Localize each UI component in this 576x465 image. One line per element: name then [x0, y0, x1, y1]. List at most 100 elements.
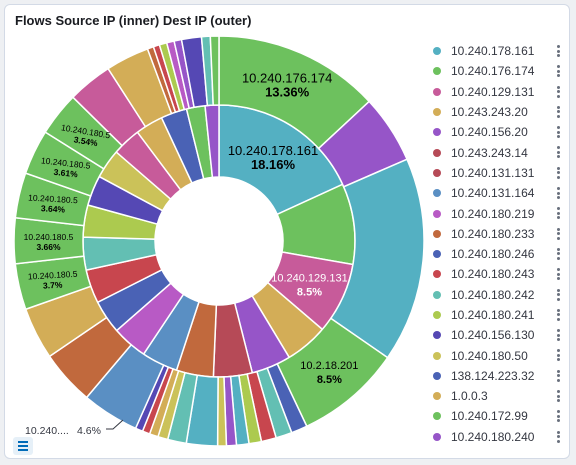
visualization-panel: Flows Source IP (inner) Dest IP (outer) …	[4, 4, 570, 459]
legend-label: 10.240.180.50	[451, 348, 528, 363]
outer-slice-pct: 3.64%	[41, 203, 66, 214]
legend-label: 10.240.180.246	[451, 247, 535, 262]
legend-actions-icon[interactable]	[556, 329, 560, 342]
legend-swatch	[433, 47, 441, 56]
outer-slice-label: 10.240.176.174	[242, 71, 332, 86]
legend-swatch	[433, 331, 441, 340]
outer-slice-pct: 3.66%	[36, 242, 61, 252]
outer-slice-label: 10.240.180.5	[24, 232, 74, 242]
legend-item[interactable]: 10.243.243.20	[430, 102, 569, 122]
legend-actions-icon[interactable]	[556, 105, 560, 118]
outer-slice-pct: 3.61%	[53, 167, 79, 180]
legend-actions-icon[interactable]	[556, 227, 560, 240]
legend-swatch	[433, 229, 441, 238]
inner-ring	[82, 104, 356, 378]
legend-item[interactable]: 10.240.176.174	[430, 61, 569, 81]
legend: 10.240.178.161 10.240.176.174 10.240.129.1…	[430, 41, 569, 447]
legend-actions-icon[interactable]	[556, 207, 560, 220]
legend-label: 10.243.243.14	[451, 145, 528, 160]
legend-label: 10.240.180.242	[451, 287, 535, 302]
legend-actions-icon[interactable]	[556, 430, 560, 443]
legend-item[interactable]: 10.240.172.99	[430, 406, 569, 426]
legend-actions-icon[interactable]	[556, 410, 560, 423]
legend-label: 10.240.178.161	[451, 44, 535, 59]
panel-title: Flows Source IP (inner) Dest IP (outer)	[15, 13, 252, 28]
legend-label: 10.240.156.20	[451, 125, 528, 140]
legend-swatch	[433, 128, 441, 137]
legend-swatch	[433, 108, 441, 117]
legend-label: 10.243.243.20	[451, 105, 528, 120]
inner-slice-pct: 8.5%	[297, 287, 322, 299]
legend-swatch	[433, 209, 441, 218]
legend-item[interactable]: 10.240.180.241	[430, 305, 569, 325]
legend-actions-icon[interactable]	[556, 390, 560, 403]
legend-item[interactable]: 10.243.243.14	[430, 142, 569, 162]
legend-actions-icon[interactable]	[556, 308, 560, 321]
outer-ring	[13, 35, 425, 447]
outside-slice-pct: 4.6%	[77, 425, 101, 437]
legend-actions-icon[interactable]	[556, 126, 560, 139]
legend-label: 10.240.131.164	[451, 186, 535, 201]
list-icon	[18, 441, 28, 443]
legend-swatch	[433, 189, 441, 198]
legend-item[interactable]: 10.240.156.20	[430, 122, 569, 142]
legend-actions-icon[interactable]	[556, 45, 560, 57]
legend-actions-icon[interactable]	[556, 187, 560, 200]
legend-actions-icon[interactable]	[556, 369, 560, 382]
outer-slice[interactable]	[209, 35, 220, 106]
legend-item[interactable]: 10.240.180.233	[430, 224, 569, 244]
outer-slice-label: 10.240.180.5	[28, 192, 78, 205]
legend-label: 10.240.180.241	[451, 308, 535, 322]
legend-actions-icon[interactable]	[556, 268, 560, 281]
legend-item[interactable]: 10.240.131.164	[430, 183, 569, 203]
legend-swatch	[433, 87, 441, 96]
legend-toggle-button[interactable]	[13, 437, 33, 455]
legend-item[interactable]: 10.240.156.130	[430, 325, 569, 345]
legend-swatch	[433, 290, 441, 299]
outer-slice-pct: 8.5%	[317, 374, 342, 386]
legend-swatch	[433, 148, 441, 157]
outer-slice-pct: 3.7%	[43, 280, 63, 291]
legend-item[interactable]: 138.124.223.32	[430, 366, 569, 386]
legend-actions-icon[interactable]	[556, 247, 560, 260]
inner-slice-pct: 18.16%	[251, 157, 296, 172]
outer-slice-pct: 13.36%	[265, 85, 310, 100]
legend-swatch	[433, 67, 441, 76]
legend-label: 10.240.129.131	[451, 84, 535, 99]
legend-swatch	[433, 412, 441, 421]
legend-actions-icon[interactable]	[556, 146, 560, 159]
legend-swatch	[433, 311, 441, 319]
outside-label-leader	[106, 419, 124, 430]
outside-slice-label: 10.240....	[25, 425, 69, 437]
legend-item[interactable]: 10.240.180.219	[430, 203, 569, 223]
legend-swatch	[433, 392, 441, 401]
legend-item[interactable]: 10.240.180.50	[430, 345, 569, 365]
legend-swatch	[433, 250, 441, 259]
legend-label: 10.240.180.233	[451, 226, 535, 241]
legend-item[interactable]: 10.240.180.240	[430, 427, 569, 447]
legend-item[interactable]: 10.240.180.242	[430, 285, 569, 305]
legend-label: 10.240.180.219	[451, 206, 535, 221]
legend-item[interactable]: 10.240.131.131	[430, 163, 569, 183]
legend-swatch	[433, 432, 441, 441]
legend-actions-icon[interactable]	[556, 166, 560, 179]
legend-label: 10.240.176.174	[451, 64, 535, 79]
legend-actions-icon[interactable]	[556, 85, 560, 98]
legend-item[interactable]: 10.240.180.246	[430, 244, 569, 264]
legend-actions-icon[interactable]	[556, 65, 560, 78]
legend-actions-icon[interactable]	[556, 288, 560, 301]
outer-slice-pct: 3.54%	[73, 134, 99, 148]
legend-item[interactable]: 1.0.0.3	[430, 386, 569, 406]
legend-actions-icon[interactable]	[556, 349, 560, 362]
legend-item[interactable]: 10.240.178.161	[430, 41, 569, 61]
legend-item[interactable]: 10.240.180.243	[430, 264, 569, 284]
legend-item[interactable]: 10.240.129.131	[430, 82, 569, 102]
legend-swatch	[433, 270, 441, 279]
legend-swatch	[433, 371, 441, 380]
legend-label: 138.124.223.32	[451, 368, 535, 383]
legend-label: 10.240.180.243	[451, 267, 535, 282]
inner-slice-label: 10.240.178.161	[228, 143, 318, 158]
legend-label: 1.0.0.3	[451, 389, 488, 404]
